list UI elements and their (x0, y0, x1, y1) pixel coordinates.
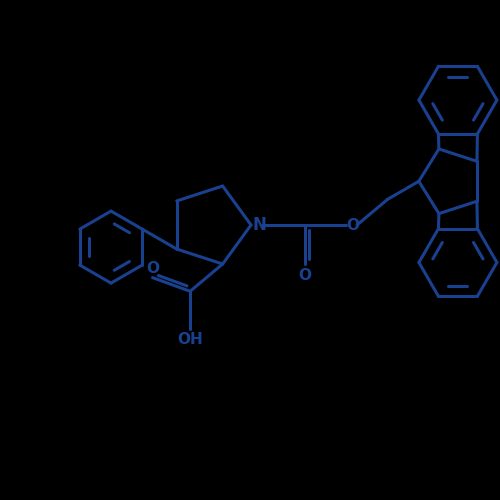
Text: N: N (252, 216, 266, 234)
Text: O: O (346, 218, 360, 232)
Text: O: O (298, 268, 312, 282)
Text: OH: OH (177, 332, 203, 347)
Text: O: O (146, 261, 159, 276)
